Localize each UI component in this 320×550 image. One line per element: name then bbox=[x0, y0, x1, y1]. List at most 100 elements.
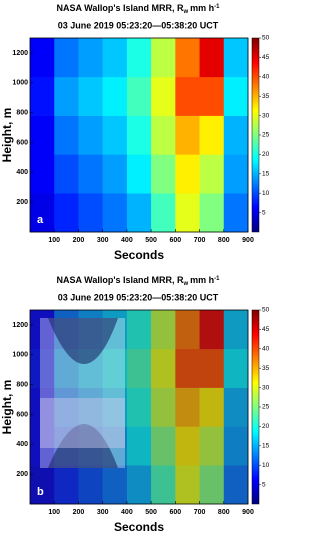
heat-cell bbox=[126, 426, 152, 466]
heat-cell bbox=[175, 193, 200, 233]
colorbar-tick-label: 30 bbox=[262, 112, 270, 119]
heat-cell bbox=[223, 76, 249, 116]
panel: NASA Wallop's Island MRR, Rw mm h-1 03 Jun… bbox=[0, 275, 269, 534]
heat-cell bbox=[126, 465, 152, 505]
x-tick-label: 400 bbox=[121, 237, 133, 244]
y-tick-label: 1200 bbox=[12, 322, 28, 329]
colorbar-tick-label: 40 bbox=[262, 74, 270, 81]
heat-cell bbox=[175, 310, 200, 350]
title-subscript: w bbox=[182, 9, 188, 15]
x-tick-label: 200 bbox=[73, 237, 85, 244]
colorbar bbox=[251, 37, 260, 233]
heat-cell bbox=[30, 310, 55, 350]
heat-cell bbox=[151, 154, 176, 194]
plot-frame bbox=[29, 37, 249, 233]
heat-cell bbox=[199, 154, 225, 194]
heat-cell bbox=[78, 193, 103, 233]
title-text: NASA Wallop's Island MRR, R bbox=[56, 3, 183, 13]
heat-cell bbox=[78, 387, 103, 427]
heat-cell bbox=[102, 387, 128, 427]
heat-cell bbox=[199, 115, 225, 155]
heat-cell bbox=[151, 387, 176, 427]
heat-cell bbox=[102, 154, 128, 194]
colorbar-tick-label: 35 bbox=[262, 365, 270, 372]
y-tick-label: 200 bbox=[16, 199, 28, 206]
heat-cell bbox=[126, 310, 152, 350]
heat-cell bbox=[102, 115, 128, 155]
x-tick-label: 300 bbox=[97, 237, 109, 244]
x-tick-label: 400 bbox=[121, 509, 133, 516]
title-text: NASA Wallop's Island MRR, R bbox=[56, 275, 183, 285]
heat-cell bbox=[223, 465, 249, 505]
panel-label: a bbox=[37, 214, 44, 226]
chart-title: NASA Wallop's Island MRR, Rw mm h-1 bbox=[56, 3, 220, 14]
heat-cell bbox=[126, 76, 152, 116]
heat-cell bbox=[54, 38, 79, 78]
heat-cell bbox=[30, 348, 55, 388]
heat-cell bbox=[223, 154, 249, 194]
colorbar-tick-label: 5 bbox=[262, 481, 266, 488]
heat-cell bbox=[30, 426, 55, 466]
heat-cell bbox=[151, 76, 176, 116]
colorbar-tick-label: 40 bbox=[262, 346, 270, 353]
heat-cell bbox=[199, 465, 225, 505]
heat-cell bbox=[199, 38, 225, 78]
y-tick-label: 400 bbox=[16, 441, 28, 448]
heat-cell bbox=[54, 115, 79, 155]
heat-cell bbox=[54, 154, 79, 194]
heat-cell bbox=[30, 154, 55, 194]
colorbar-tick-label: 25 bbox=[262, 404, 270, 411]
heat-cell bbox=[175, 154, 200, 194]
heat-cell bbox=[78, 38, 103, 78]
figure: NASA Wallop's Island MRR, Rw mm h-1 03 Jun… bbox=[0, 3, 270, 534]
colorbar-tick-label: 20 bbox=[262, 151, 270, 158]
x-tick-label: 800 bbox=[218, 509, 230, 516]
heat-cell bbox=[126, 115, 152, 155]
heat-cell bbox=[175, 115, 200, 155]
colorbar-tick-label: 15 bbox=[262, 171, 270, 178]
chart-subtitle: 03 June 2019 05:23:20—05:38:20 UCT bbox=[58, 292, 219, 302]
heat-cell bbox=[102, 348, 128, 388]
y-tick-label: 1000 bbox=[12, 352, 28, 359]
chart-subtitle: 03 June 2019 05:23:20—05:38:20 UCT bbox=[58, 20, 219, 30]
heat-cell bbox=[126, 387, 152, 427]
heat-cell bbox=[151, 310, 176, 350]
x-tick-label: 700 bbox=[194, 237, 206, 244]
heat-cell bbox=[30, 465, 55, 505]
masked-shape bbox=[48, 318, 118, 468]
colorbar-tick-label: 25 bbox=[262, 132, 270, 139]
heat-cell bbox=[199, 387, 225, 427]
colorbar-tick-label: 45 bbox=[262, 54, 270, 61]
colorbar-tick-label: 30 bbox=[262, 384, 270, 391]
colorbar-tick-label: 10 bbox=[262, 190, 270, 197]
heat-cell bbox=[151, 38, 176, 78]
heat-cell bbox=[175, 348, 200, 388]
heat-cell bbox=[102, 465, 128, 505]
x-tick-label: 900 bbox=[242, 509, 254, 516]
x-tick-label: 800 bbox=[218, 237, 230, 244]
colorbar bbox=[251, 309, 260, 505]
y-tick-label: 600 bbox=[16, 139, 28, 146]
x-tick-label: 600 bbox=[169, 509, 181, 516]
heat-cell bbox=[199, 426, 225, 466]
colorbar-tick-label: 10 bbox=[262, 462, 270, 469]
heat-cell bbox=[223, 348, 249, 388]
heat-cell bbox=[199, 348, 225, 388]
heat-cell bbox=[175, 465, 200, 505]
x-axis-label: Seconds bbox=[114, 248, 164, 262]
heat-cell bbox=[151, 193, 176, 233]
x-tick-label: 500 bbox=[145, 509, 157, 516]
heat-cell bbox=[126, 154, 152, 194]
title-superscript: -1 bbox=[214, 276, 220, 282]
heat-cell bbox=[78, 76, 103, 116]
heat-cell bbox=[54, 193, 79, 233]
colorbar-tick-label: 50 bbox=[262, 307, 270, 314]
colorbar-tick-label: 35 bbox=[262, 93, 270, 100]
heat-cell bbox=[223, 115, 249, 155]
chart-title: NASA Wallop's Island MRR, Rw mm h-1 bbox=[56, 275, 220, 286]
title-superscript: -1 bbox=[214, 4, 220, 10]
masked-band bbox=[40, 398, 125, 448]
heat-cell bbox=[199, 310, 225, 350]
x-tick-label: 300 bbox=[97, 509, 109, 516]
heat-cell bbox=[199, 193, 225, 233]
